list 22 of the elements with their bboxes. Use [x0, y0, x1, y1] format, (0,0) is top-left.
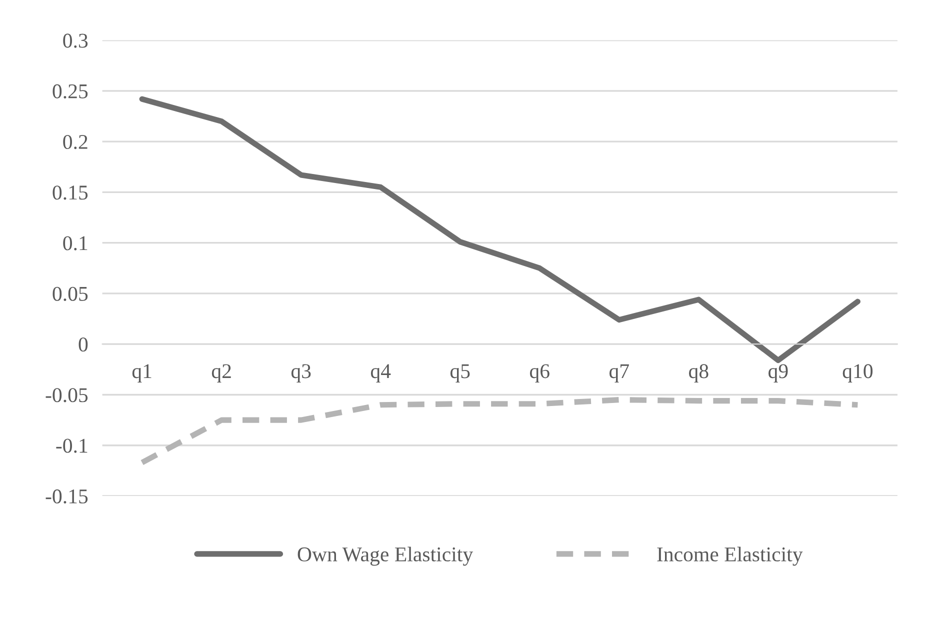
legend-label: Own Wage Elasticity — [298, 546, 474, 566]
y-tick-label: 0 — [78, 337, 88, 352]
legend-label: Income Elasticity — [657, 546, 803, 566]
y-tick-label: 0.15 — [52, 186, 88, 200]
x-tick-label: q1 — [132, 364, 152, 382]
x-tick-label: q7 — [609, 364, 629, 382]
y-tick-label: 0.25 — [52, 84, 88, 98]
y-tick-label: -0.05 — [46, 388, 88, 402]
y-tick-label: -0.1 — [56, 438, 88, 453]
x-tick-label: q8 — [689, 364, 708, 382]
y-tick-label: -0.15 — [46, 489, 88, 504]
y-tick-label: 0.1 — [63, 236, 88, 250]
x-tick-label: q10 — [842, 364, 873, 382]
y-tick-label: 0.3 — [63, 34, 88, 48]
y-tick-label: 0.05 — [52, 286, 88, 301]
y-tick-label: 0.2 — [63, 134, 88, 150]
x-tick-label: q3 — [291, 364, 311, 382]
x-tick-label: q9 — [768, 364, 788, 382]
x-tick-label: q5 — [450, 364, 470, 382]
x-tick-label: q6 — [530, 364, 550, 382]
x-tick-label: q4 — [370, 364, 391, 382]
x-tick-label: q2 — [212, 364, 231, 382]
